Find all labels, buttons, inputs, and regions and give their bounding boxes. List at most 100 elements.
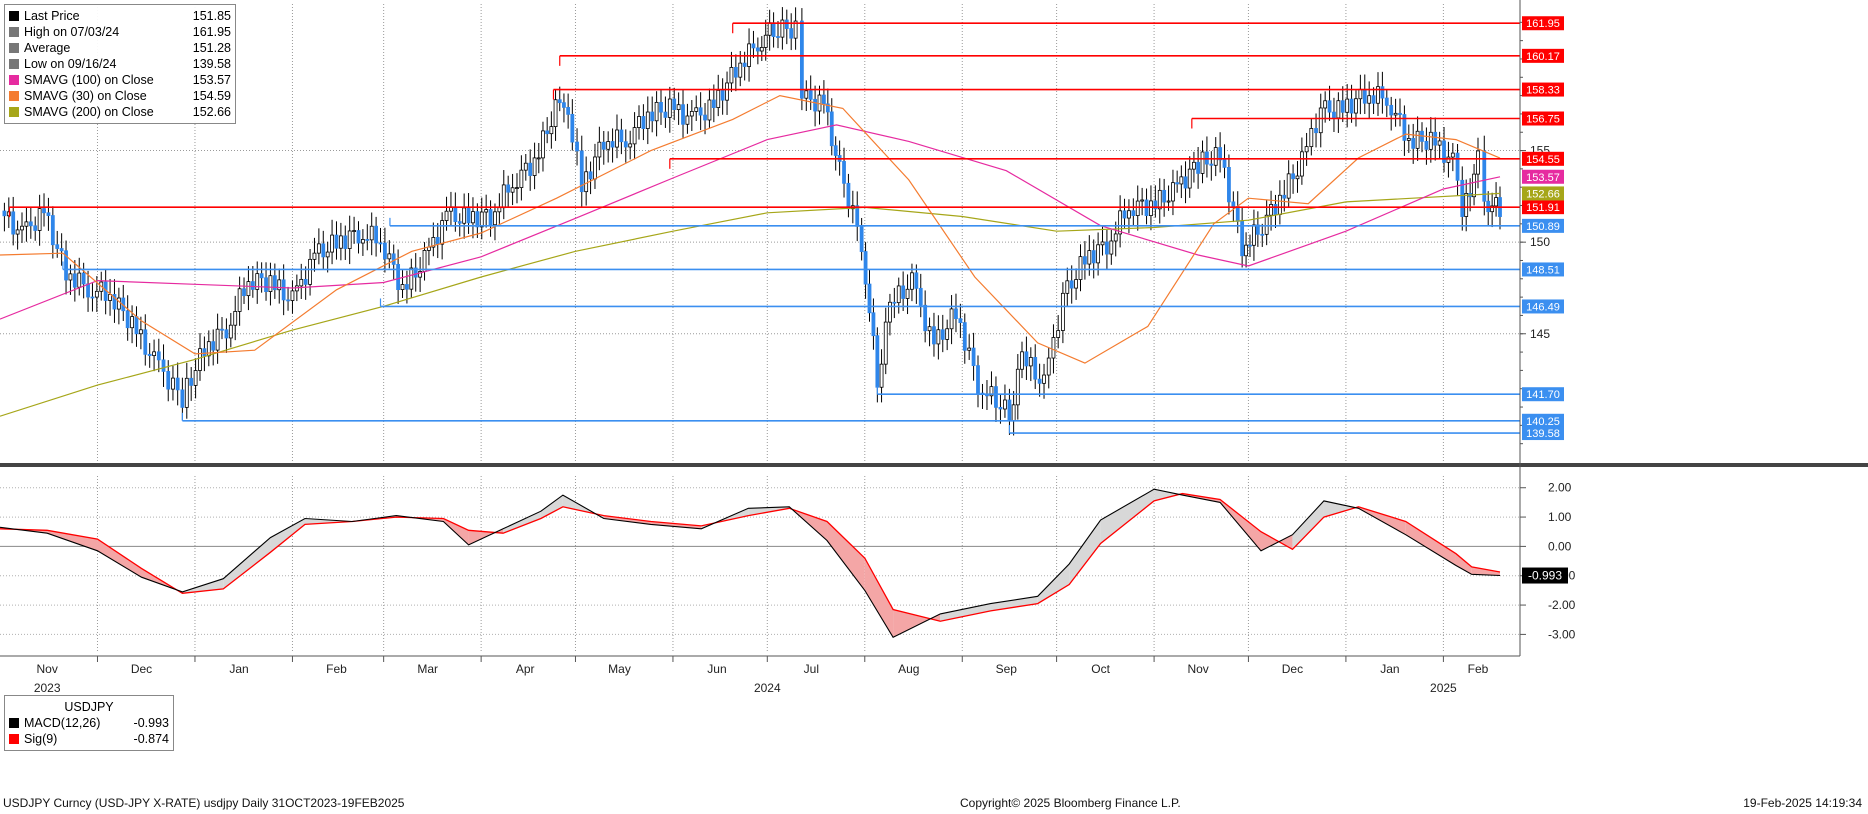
candle-body	[112, 294, 117, 310]
legend-value: 161.95	[192, 25, 231, 39]
legend-swatch	[9, 43, 19, 53]
candle-body	[1332, 111, 1336, 119]
candle-body	[615, 129, 619, 148]
candle-body	[1083, 256, 1087, 265]
candle-body	[1074, 279, 1079, 289]
candle-body	[316, 243, 321, 254]
candle-body	[11, 211, 16, 235]
candle-body	[833, 145, 838, 156]
candle-body	[268, 275, 273, 292]
candle-body	[1135, 200, 1140, 216]
level-badge	[1522, 151, 1564, 166]
candle-body	[1091, 250, 1096, 264]
candle-body	[143, 329, 148, 355]
candle-body	[418, 271, 423, 278]
candle-body	[90, 296, 95, 299]
candle-body	[1273, 204, 1278, 215]
candle-body	[645, 111, 650, 129]
macd-fill	[864, 558, 894, 638]
candle-body	[1393, 112, 1398, 116]
candle-body	[549, 126, 554, 135]
candle-body	[50, 215, 55, 246]
candle-body	[1358, 88, 1363, 100]
macd-y-tick-label: 1.00	[1548, 510, 1572, 524]
level-badge-label: 156.75	[1526, 114, 1560, 126]
candle-body	[1255, 224, 1260, 235]
candle-body	[593, 156, 597, 180]
candle-body	[1131, 210, 1136, 216]
candle-body	[171, 377, 175, 390]
candle-body	[967, 347, 972, 351]
x-axis: Nov Dec Jan Feb Mar Apr May Jun Jul Aug Sep Oct Nov D…	[34, 656, 1489, 695]
level-badge	[1522, 218, 1564, 233]
macd-legend-title: USDJPY	[64, 700, 114, 714]
candle-body	[497, 207, 502, 213]
candle-body	[1398, 112, 1402, 115]
candle-body	[703, 114, 707, 121]
candle-body	[466, 207, 471, 224]
candle-body	[303, 278, 308, 285]
candle-body	[632, 127, 637, 145]
candle-body	[175, 377, 180, 391]
candle-body	[619, 129, 624, 143]
price-series	[0, 7, 1502, 436]
macd-fill	[47, 530, 98, 551]
legend-value: 152.66	[192, 105, 231, 119]
candle-body	[33, 225, 38, 231]
candle-body	[312, 252, 317, 260]
candle-body	[536, 157, 541, 160]
candle-body	[1252, 224, 1256, 246]
legend-swatch	[9, 27, 19, 37]
level-badge-label: 140.25	[1526, 416, 1560, 428]
candle-body	[134, 316, 139, 335]
candle-body	[875, 335, 880, 388]
legend-label: SMAVG (200) on Close	[24, 105, 154, 119]
candle-body	[780, 19, 785, 38]
candle-body	[1291, 173, 1295, 180]
candle-body	[954, 308, 958, 320]
candle-body	[259, 273, 264, 279]
candle-body	[1490, 205, 1495, 213]
candle-body	[116, 297, 121, 310]
y-tick-label: 150	[1530, 235, 1550, 249]
candle-body	[1376, 86, 1380, 104]
candle-body	[545, 130, 550, 135]
candle-body	[1149, 200, 1153, 216]
candle-body	[152, 351, 156, 356]
candle-body	[290, 290, 295, 301]
macd-fill	[1069, 520, 1101, 585]
level-badge-label: 141.70	[1526, 389, 1560, 401]
candle-body	[532, 157, 537, 176]
level-badge-label: 148.51	[1526, 264, 1560, 276]
candle-body	[166, 370, 171, 390]
candle-body	[1065, 280, 1070, 294]
candle-body	[1157, 189, 1162, 210]
candle-body	[237, 288, 242, 312]
candle-body	[501, 184, 506, 209]
candle-body	[528, 162, 533, 176]
legend-value: -0.993	[133, 716, 169, 730]
legend-value: 139.58	[192, 57, 231, 71]
candle-body	[224, 329, 229, 339]
candle-body	[932, 326, 936, 345]
candle-body	[378, 242, 383, 245]
candle-body	[570, 113, 575, 143]
candle-body	[1200, 151, 1205, 174]
macd-fill	[1154, 489, 1183, 501]
candle-body	[771, 22, 776, 37]
macd-y-tick-label: 0.00	[1548, 539, 1572, 553]
candle-body	[1411, 138, 1416, 149]
candle-body	[352, 230, 356, 232]
candle-body	[193, 370, 198, 386]
candle-body	[42, 208, 46, 214]
sma-100-line	[0, 124, 1501, 320]
candle-body	[1166, 200, 1171, 203]
macd-line	[0, 488, 1501, 639]
candle-body	[161, 359, 166, 372]
candle-body	[1183, 176, 1188, 189]
candle-body	[138, 329, 143, 335]
candle-body	[667, 98, 672, 118]
legend-label: Sig(9)	[24, 732, 58, 746]
candle-body	[1371, 95, 1376, 104]
